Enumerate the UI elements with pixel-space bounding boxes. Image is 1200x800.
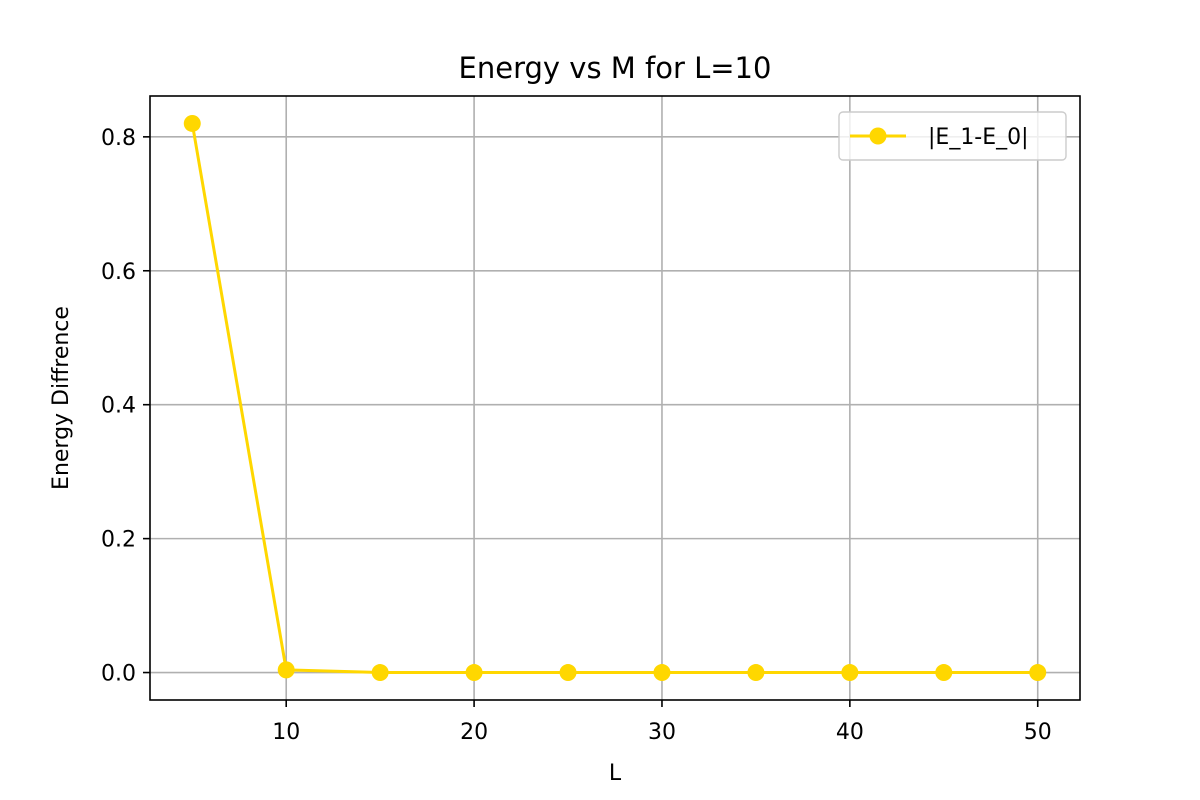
legend-label: |E_1-E_0| xyxy=(928,125,1029,150)
legend: |E_1-E_0| xyxy=(838,111,1067,161)
data-point xyxy=(559,664,577,682)
x-tick-label: 50 xyxy=(1024,720,1052,745)
y-tick-label: 0.2 xyxy=(101,528,136,553)
x-tick-label: 40 xyxy=(836,720,864,745)
y-tick-label: 0.4 xyxy=(101,394,136,419)
series-layer xyxy=(183,114,1047,682)
data-point xyxy=(653,664,671,682)
y-tick-label: 0.8 xyxy=(101,126,136,151)
plot-frame xyxy=(149,95,1081,701)
legend-marker-swatch xyxy=(869,127,887,145)
data-point xyxy=(277,661,295,679)
tick-layer: 10 20 30 40 50 0.0 0.2 0.4 0.6 0.8 xyxy=(101,126,1052,745)
x-tick-label: 20 xyxy=(460,720,488,745)
chart-title: Energy vs M for L=10 xyxy=(459,51,772,85)
x-axis-label: L xyxy=(609,761,622,786)
x-tick-label: 10 xyxy=(272,720,300,745)
data-point xyxy=(935,664,953,682)
x-tick-label: 30 xyxy=(648,720,676,745)
data-point xyxy=(1029,664,1047,682)
y-tick-label: 0.6 xyxy=(101,260,136,285)
data-point xyxy=(747,664,765,682)
data-point xyxy=(465,664,483,682)
data-point xyxy=(371,664,389,682)
series-line xyxy=(190,123,1038,675)
y-axis-label: Energy Diffrence xyxy=(49,306,74,490)
y-tick-label: 0.0 xyxy=(101,662,136,687)
data-point xyxy=(841,664,859,682)
legend-box xyxy=(838,111,1067,161)
data-point xyxy=(183,114,201,132)
